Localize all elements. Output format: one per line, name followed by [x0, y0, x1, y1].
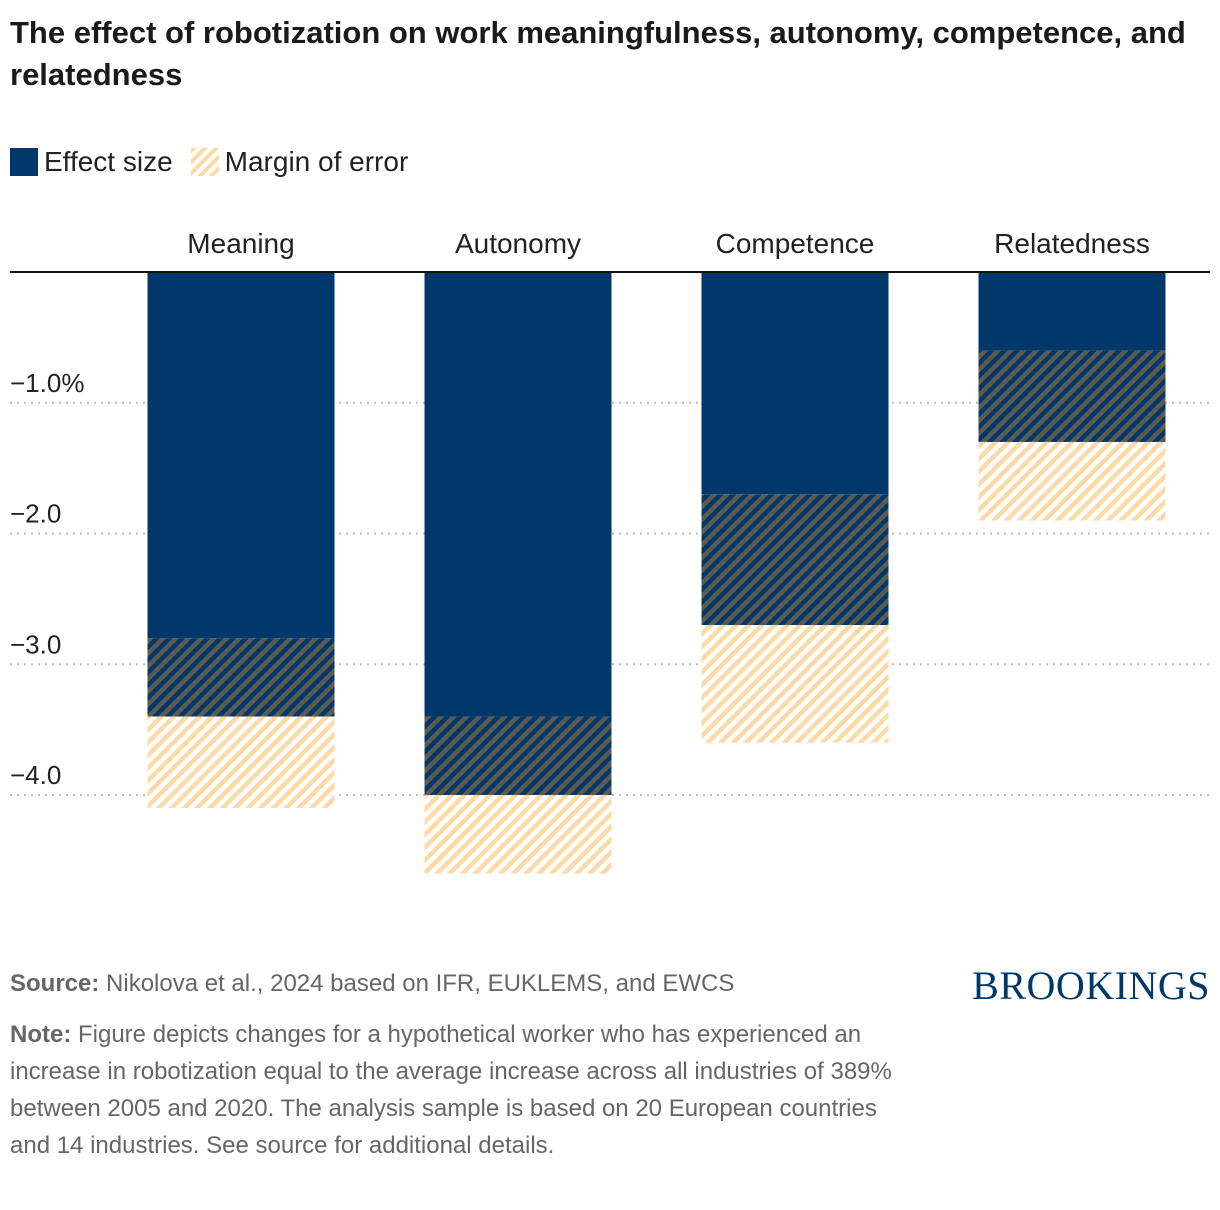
- note-label: Note:: [10, 1021, 72, 1048]
- error-overlap: [424, 716, 612, 795]
- bar-effect: [701, 272, 889, 495]
- error-overlap: [701, 494, 889, 626]
- chart-title: The effect of robotization on work meani…: [10, 15, 1186, 92]
- legend: Effect size Margin of error: [10, 146, 426, 178]
- error-band: [147, 716, 335, 809]
- error-band: [701, 625, 889, 743]
- error-overlap: [978, 350, 1166, 442]
- category-label: Meaning: [187, 228, 294, 259]
- y-tick-label: −3.0: [10, 629, 61, 659]
- legend-label-effect: Effect size: [44, 146, 173, 177]
- bar-effect: [978, 272, 1166, 351]
- y-tick-label: −4.0: [10, 760, 61, 790]
- category-label: Autonomy: [455, 228, 581, 259]
- error-band: [978, 441, 1166, 521]
- bar-effect: [147, 272, 335, 639]
- bar-chart: −1.0% −2.0 −3.0 −4.0 Meaning Autonomy Competen…: [10, 228, 1210, 874]
- error-band: [424, 795, 612, 874]
- legend-swatch-error: [190, 148, 219, 176]
- legend-error: Margin of error: [190, 146, 409, 178]
- legend-swatch-effect: [10, 148, 38, 176]
- source: Source: Nikolova et al., 2024 based on I…: [10, 970, 734, 998]
- source-label: Source:: [10, 970, 100, 997]
- category-label: Competence: [716, 228, 875, 259]
- y-tick-label: −1.0%: [10, 368, 84, 398]
- error-overlap: [147, 638, 335, 717]
- note-text: Figure depicts changes for a hypothetica…: [10, 1021, 892, 1159]
- y-tick-label: −2.0: [10, 499, 61, 529]
- source-text: Nikolova et al., 2024 based on IFR, EUKL…: [99, 970, 735, 997]
- legend-effect: Effect size: [10, 146, 173, 178]
- bar-effect: [424, 272, 612, 717]
- category-label: Relatedness: [994, 228, 1150, 259]
- note: Note: Figure depicts changes for a hypot…: [10, 1016, 900, 1164]
- legend-label-error: Margin of error: [224, 146, 409, 177]
- brookings-logo: BROOKINGS: [972, 963, 1210, 1008]
